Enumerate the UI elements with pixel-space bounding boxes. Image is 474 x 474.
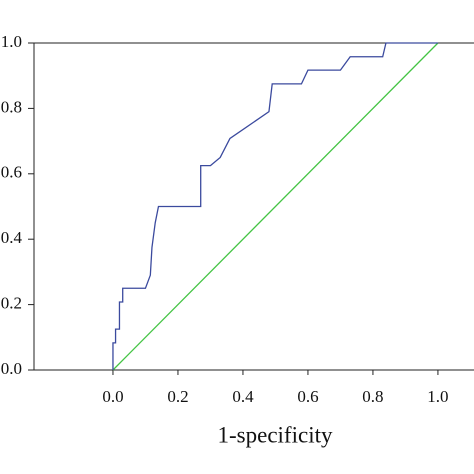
x-axis-title: 1-specificity <box>218 422 333 447</box>
roc-line <box>112 42 439 371</box>
roc-line <box>112 42 438 370</box>
x-tick-label: 1.0 <box>427 387 448 406</box>
y-tick-label: 0.2 <box>1 294 22 313</box>
y-tick-label: 0.0 <box>1 359 22 378</box>
y-tick-label: 0.8 <box>1 97 22 116</box>
x-tick-label: 0.2 <box>167 387 188 406</box>
x-tick-label: 0.8 <box>362 387 383 406</box>
y-tick-label: 1.0 <box>1 32 22 51</box>
x-tick-label: 0.0 <box>102 387 123 406</box>
x-tick-label: 0.6 <box>297 387 318 406</box>
y-tick-label: 0.6 <box>1 163 22 182</box>
y-tick-label: 0.4 <box>1 228 23 247</box>
x-tick-label: 0.4 <box>232 387 254 406</box>
